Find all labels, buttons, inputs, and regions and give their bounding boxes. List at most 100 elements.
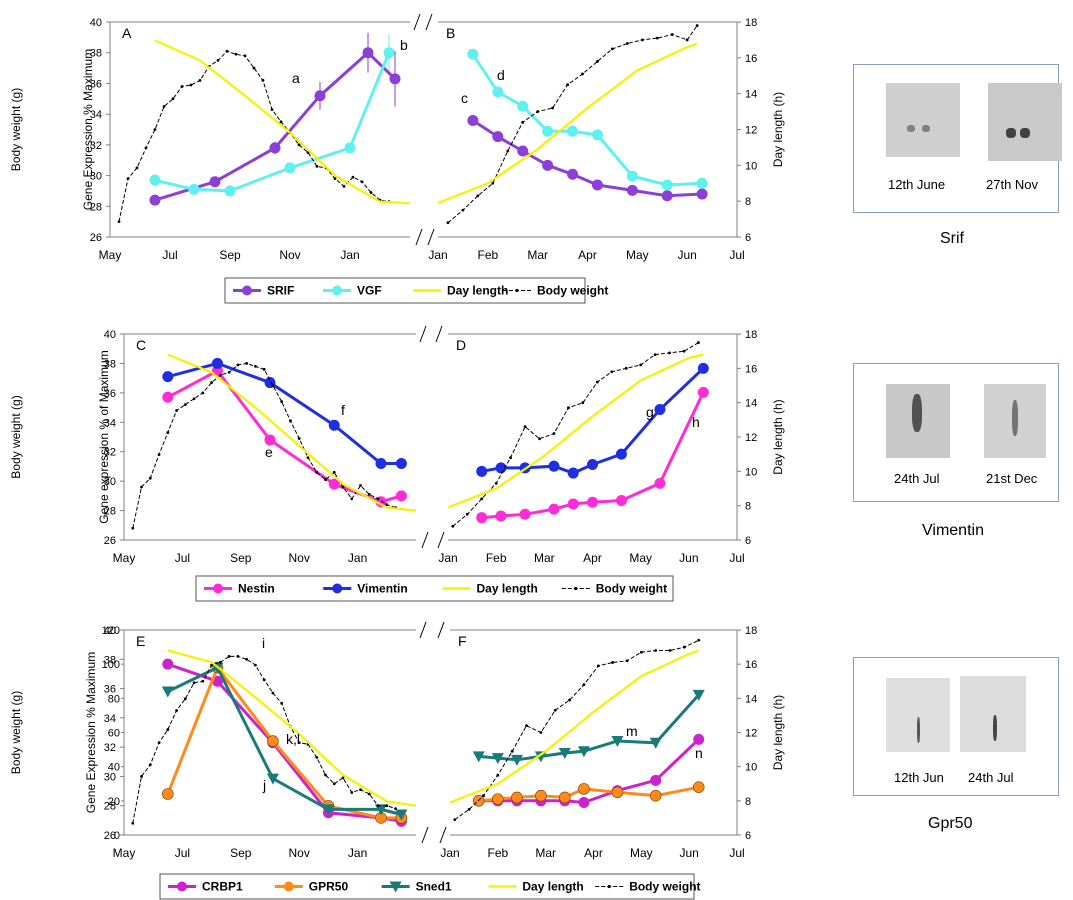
right-tick-label: 6	[745, 535, 751, 547]
body-weight-point	[350, 791, 354, 794]
gene-tick-label: 120	[102, 625, 120, 637]
body-weight-point	[254, 663, 257, 667]
sned1-marker	[491, 753, 504, 765]
body-weight-point	[552, 432, 556, 435]
body-weight-point	[280, 400, 284, 404]
gene-tick-label: 80	[108, 693, 120, 705]
month-label-left: Sep	[230, 846, 252, 860]
month-label-right: Feb	[487, 846, 508, 860]
srif-label-1: 12th June	[888, 177, 946, 192]
body-weight-point	[596, 60, 599, 63]
left-tick-label: 28	[104, 801, 116, 813]
body-weight-point	[140, 775, 143, 778]
body-weight-point	[332, 470, 336, 474]
legend-swatch-marker	[283, 881, 294, 892]
axis-break-mark	[413, 13, 421, 31]
series-marker	[211, 357, 223, 369]
axis-break-mark	[421, 531, 429, 549]
body-weight-point	[270, 108, 274, 111]
day-length-axis-title: Day length (h)	[771, 399, 785, 474]
series-srif-line	[154, 50, 397, 202]
body-weight-point	[126, 177, 130, 181]
body-weight-point	[254, 364, 257, 368]
body-weight-point	[180, 85, 184, 88]
series-vgf-line	[154, 52, 391, 193]
body-weight-point	[342, 184, 346, 188]
series-marker	[548, 503, 560, 515]
month-label-right: May	[629, 551, 652, 565]
body-weight-point	[131, 821, 135, 825]
right-tick-label: 16	[745, 363, 757, 375]
body-weight-point	[162, 105, 166, 108]
series-marker	[162, 788, 174, 800]
annotation-letter: e	[265, 444, 273, 460]
series-marker	[542, 125, 554, 137]
series-marker	[149, 194, 161, 206]
right-tick-label: 6	[745, 830, 751, 842]
body-weight-point	[166, 431, 170, 434]
gpr50-label-2: 24th Jul	[968, 770, 1014, 785]
sned1-marker	[692, 689, 705, 701]
annotation-letter: n	[695, 745, 703, 761]
series-marker	[395, 457, 407, 469]
month-label-right: Jul	[729, 846, 744, 860]
body-weight-point	[341, 485, 345, 489]
body-weight-point	[144, 146, 148, 150]
right-tick-label: 10	[745, 160, 757, 172]
series-marker	[264, 434, 276, 446]
body-weight-point	[261, 78, 265, 82]
body-weight-point	[385, 804, 389, 808]
month-label-right: Feb	[477, 248, 498, 262]
right-tick-label: 8	[745, 796, 751, 808]
axis-break-mark	[435, 325, 443, 343]
series-marker	[611, 786, 624, 799]
annotation-letter: i	[262, 635, 265, 651]
sned1-marker	[558, 748, 571, 759]
series-marker	[697, 386, 709, 398]
body-weight-point	[453, 818, 457, 822]
legend-label: Body weight	[629, 880, 700, 894]
body-weight-point	[654, 649, 658, 652]
series-marker	[626, 170, 638, 182]
body-weight-point	[315, 755, 319, 759]
body-weight-point	[306, 456, 310, 459]
month-label-left: May	[113, 846, 136, 860]
left-tick-label: 38	[104, 654, 116, 666]
series-vimentin-line	[481, 367, 705, 475]
body-weight-point	[467, 807, 471, 811]
series-marker	[314, 90, 326, 102]
body-weight-point	[245, 362, 249, 365]
axis-break-mark	[419, 621, 427, 639]
month-label-right: Mar	[527, 248, 548, 262]
series-body-weight-line	[118, 50, 390, 222]
panel-letter: B	[446, 25, 455, 41]
series-marker	[650, 774, 662, 786]
body-weight-point	[624, 366, 628, 370]
series-marker	[567, 467, 579, 479]
month-label-left: Jul	[175, 551, 190, 565]
legend-swatch-marker	[242, 285, 252, 296]
annotation-letter: c	[461, 90, 468, 106]
month-label-left: May	[99, 248, 122, 262]
body-weight-point	[148, 763, 152, 767]
body-weight-point	[271, 691, 275, 695]
body-weight-point	[670, 33, 674, 36]
series-marker	[328, 419, 340, 431]
legend-label: Body weight	[537, 284, 608, 298]
series-marker	[654, 404, 666, 416]
body-weight-point	[201, 679, 205, 683]
body-weight-point	[234, 52, 238, 56]
series-marker	[591, 179, 603, 191]
body-weight-point	[131, 526, 135, 530]
gene-name-gpr50: Gpr50	[928, 815, 973, 832]
axis-break-mark	[425, 13, 433, 31]
body-weight-axis-title: Body weight (g)	[9, 88, 23, 171]
blot-band	[907, 125, 915, 132]
sned1-marker	[510, 754, 523, 766]
body-weight-point	[289, 419, 292, 423]
gene-tick-label: 40	[108, 762, 120, 774]
month-label-right: Jun	[679, 551, 698, 565]
series-marker	[578, 797, 590, 809]
panel-letter: A	[122, 25, 132, 41]
body-weight-point	[279, 120, 283, 124]
